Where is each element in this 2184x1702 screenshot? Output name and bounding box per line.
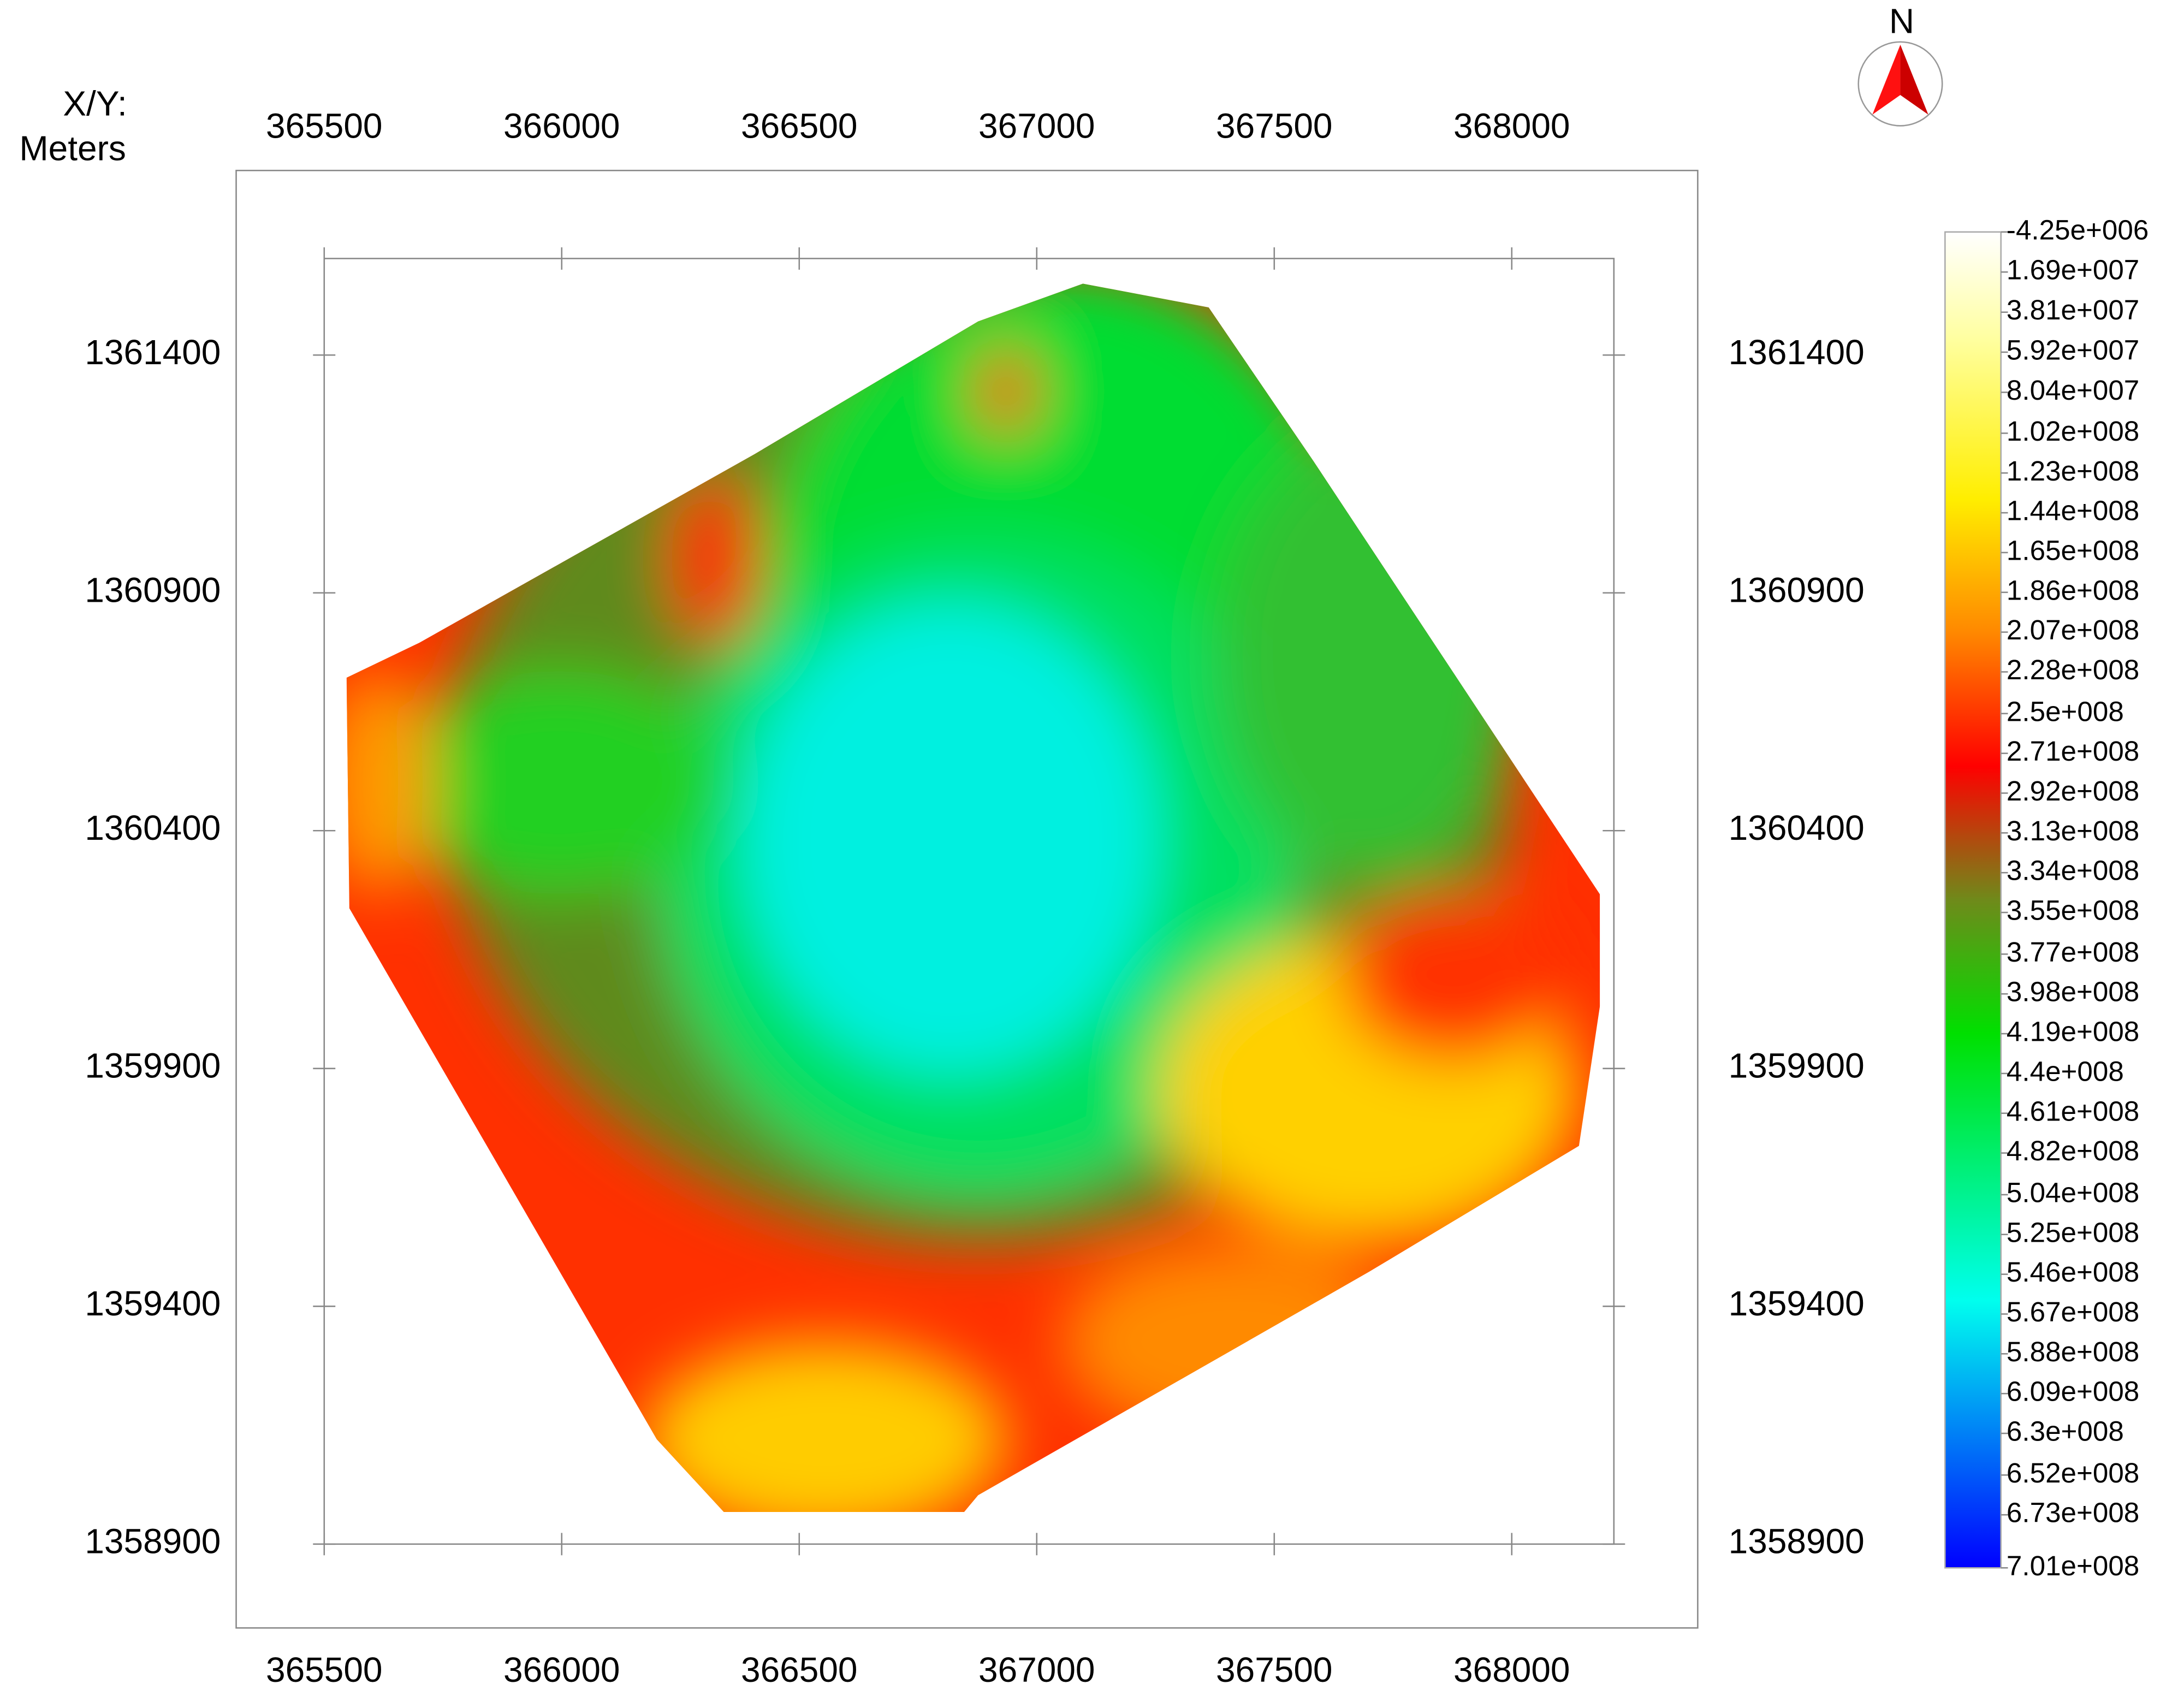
colorbar-label: 4.4e+008	[2007, 1055, 2124, 1087]
y-tick-label: 1360400	[85, 808, 221, 847]
y-tick-label: 1359900	[1729, 1046, 1865, 1086]
colorbar-label: 5.25e+008	[2007, 1217, 2139, 1248]
colorbar-label: 5.04e+008	[2007, 1177, 2139, 1208]
x-tick-label: 368000	[1453, 1650, 1570, 1689]
x-tick-label: 366500	[741, 1650, 857, 1689]
colorbar-label: 8.04e+007	[2007, 375, 2139, 406]
colorbar-label: 2.07e+008	[2007, 614, 2139, 645]
north-arrow: N	[1857, 1, 1943, 127]
colorbar-label: 5.46e+008	[2007, 1256, 2139, 1288]
x-tick-label: 368000	[1453, 106, 1570, 145]
x-tick-label: 366500	[741, 106, 857, 145]
colorbar-label: -4.25e+006	[2007, 214, 2149, 245]
units-label: Meters	[19, 128, 126, 168]
y-tick-label: 1361400	[85, 333, 221, 372]
colorbar-label: 6.52e+008	[2007, 1457, 2139, 1488]
y-tick-label: 1359900	[85, 1046, 221, 1086]
colorbar-label: 4.19e+008	[2007, 1016, 2139, 1047]
colorbar-label: 1.69e+007	[2007, 254, 2139, 286]
y-tick-label: 1360400	[1729, 808, 1865, 847]
colorbar-label: 6.3e+008	[2007, 1416, 2124, 1447]
north-label: N	[1889, 1, 1914, 40]
colorbar-label: 2.5e+008	[2007, 696, 2124, 727]
colorbar-label: 1.23e+008	[2007, 455, 2139, 487]
colorbar	[1944, 231, 2002, 1569]
colorbar-label: 2.28e+008	[2007, 654, 2139, 685]
inner-frame	[323, 258, 1615, 1545]
colorbar-label: 5.92e+007	[2007, 334, 2139, 365]
axis-label: X/Y:	[63, 84, 127, 123]
colorbar-label: 4.82e+008	[2007, 1135, 2139, 1166]
y-tick-label: 1358900	[85, 1522, 221, 1561]
y-tick-label: 1360900	[1729, 571, 1865, 610]
colorbar-label: 3.77e+008	[2007, 936, 2139, 968]
colorbar-label: 3.13e+008	[2007, 815, 2139, 846]
y-tick-label: 1361400	[1729, 333, 1865, 372]
contour-surface	[346, 283, 1600, 1512]
colorbar-label: 5.88e+008	[2007, 1336, 2139, 1367]
y-tick-label: 1360900	[85, 571, 221, 610]
x-tick-label: 367500	[1216, 1650, 1332, 1689]
x-tick-label: 365500	[266, 1650, 382, 1689]
colorbar-label: 1.86e+008	[2007, 574, 2139, 606]
colorbar-label: 3.81e+007	[2007, 294, 2139, 325]
colorbar-label: 1.65e+008	[2007, 535, 2139, 566]
y-tick-label: 1359400	[85, 1284, 221, 1323]
y-tick-label: 1358900	[1729, 1522, 1865, 1561]
colorbar-label: 1.02e+008	[2007, 416, 2139, 447]
outer-frame	[235, 169, 1699, 1629]
x-tick-label: 367000	[978, 106, 1095, 145]
x-tick-label: 366000	[503, 106, 620, 145]
x-tick-label: 366000	[503, 1650, 620, 1689]
x-tick-label: 365500	[266, 106, 382, 145]
colorbar-label: 1.44e+008	[2007, 495, 2139, 526]
colorbar-label: 5.67e+008	[2007, 1296, 2139, 1327]
colorbar-label: 3.98e+008	[2007, 976, 2139, 1007]
colorbar-label: 4.61e+008	[2007, 1095, 2139, 1126]
colorbar-label: 2.71e+008	[2007, 736, 2139, 767]
colorbar-label: 2.92e+008	[2007, 775, 2139, 806]
colorbar-label: 7.01e+008	[2007, 1550, 2139, 1581]
colorbar-label: 3.55e+008	[2007, 895, 2139, 926]
x-tick-label: 367500	[1216, 106, 1332, 145]
colorbar-label: 6.09e+008	[2007, 1376, 2139, 1407]
y-tick-label: 1359400	[1729, 1284, 1865, 1323]
colorbar-label: 6.73e+008	[2007, 1497, 2139, 1528]
colorbar-label: 3.34e+008	[2007, 855, 2139, 886]
x-tick-label: 367000	[978, 1650, 1095, 1689]
